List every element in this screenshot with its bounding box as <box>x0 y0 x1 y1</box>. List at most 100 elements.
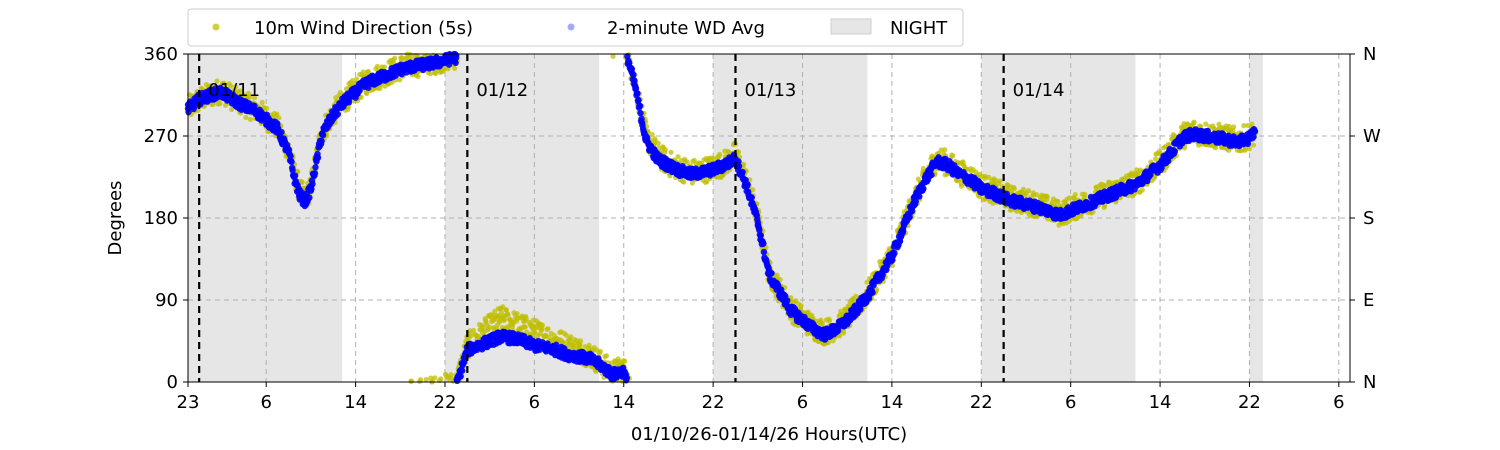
data-point-fill <box>631 77 638 84</box>
data-point-fill <box>264 105 270 111</box>
data-point-fill <box>210 101 216 107</box>
data-point-fill <box>1249 121 1255 127</box>
legend-marker-0 <box>212 23 220 31</box>
data-point-fill <box>906 213 913 221</box>
data-point-fill <box>452 59 459 67</box>
day-marker-label-3: 01/14 <box>1013 80 1065 101</box>
data-point-fill <box>365 68 371 75</box>
y-tick-label-1: 90 <box>155 290 178 311</box>
data-point-fill <box>597 348 603 354</box>
x-tick-label-7: 6 <box>797 392 808 413</box>
y2-tick-label-4: N <box>1363 44 1376 65</box>
data-point-fill <box>1231 124 1237 130</box>
data-point-fill <box>735 163 743 170</box>
data-point-fill <box>246 94 253 100</box>
data-point-fill <box>222 102 229 108</box>
data-point-fill <box>741 161 747 167</box>
x-tick-label-10: 6 <box>1065 392 1076 413</box>
data-point-fill <box>1242 146 1248 152</box>
data-point-fill <box>251 102 258 110</box>
data-point-fill <box>1020 186 1027 192</box>
data-point-fill <box>354 76 360 82</box>
data-point-fill <box>990 200 996 206</box>
data-point-fill <box>634 90 641 97</box>
data-point-fill <box>278 128 285 136</box>
data-point-fill <box>950 153 956 159</box>
legend-marker-1 <box>567 23 575 31</box>
data-point-fill <box>461 358 468 366</box>
legend-label-1: 2-minute WD Avg <box>607 18 765 39</box>
data-point-fill <box>874 286 880 292</box>
data-point-fill <box>457 373 464 380</box>
data-point-fill <box>1251 127 1258 134</box>
data-point-fill <box>1034 192 1040 198</box>
data-point-fill <box>276 115 282 121</box>
data-point-fill <box>237 88 243 94</box>
data-point-fill <box>243 114 249 121</box>
data-point-fill <box>603 353 610 359</box>
data-point-fill <box>470 327 477 334</box>
data-point-fill <box>259 99 265 106</box>
data-point-fill <box>920 185 927 192</box>
data-point-fill <box>928 171 935 179</box>
data-point-fill <box>318 137 325 145</box>
data-point-fill <box>942 147 948 153</box>
data-point-fill <box>586 342 592 348</box>
data-point-fill <box>891 249 898 257</box>
data-point-fill <box>1241 122 1247 129</box>
data-point-fill <box>841 330 847 336</box>
y-tick-label-2: 180 <box>144 208 178 229</box>
data-point-fill <box>485 326 491 332</box>
y-axis-ticks: 0 90 180 270 360 <box>144 44 188 393</box>
data-point-fill <box>397 77 403 83</box>
data-point-fill <box>1025 188 1032 194</box>
data-point-fill <box>423 377 429 383</box>
data-point-fill <box>577 338 584 344</box>
series-wd-2min-avg <box>184 50 1259 385</box>
data-point-fill <box>392 55 398 61</box>
data-point-fill <box>610 53 616 59</box>
data-point-fill <box>717 151 723 157</box>
data-point-fill <box>869 289 876 296</box>
data-point-fill <box>448 372 454 378</box>
data-point-fill <box>636 102 644 110</box>
data-point-fill <box>480 324 486 330</box>
data-point-fill <box>1216 121 1222 127</box>
x-tick-label-13: 6 <box>1333 392 1344 413</box>
data-point-fill <box>214 78 220 84</box>
data-point-fill <box>637 109 644 117</box>
data-point-fill <box>289 167 296 174</box>
data-point-fill <box>857 306 864 313</box>
data-point-fill <box>757 232 765 239</box>
data-point-fill <box>501 317 508 323</box>
data-point-fill <box>251 95 258 101</box>
data-point-fill <box>899 228 907 235</box>
y2-axis-ticks: N E S W N <box>1350 44 1381 393</box>
data-point-fill <box>635 96 642 104</box>
data-point-fill <box>563 332 569 338</box>
data-point-fill <box>288 158 295 166</box>
data-point-fill <box>365 84 372 91</box>
data-point-fill <box>864 279 870 285</box>
y-tick-label-0: 0 <box>167 372 178 393</box>
data-point-fill <box>374 63 381 69</box>
y2-tick-label-2: S <box>1363 208 1374 229</box>
data-point-fill <box>1072 192 1078 198</box>
y-axis-label: Degrees <box>105 181 126 256</box>
data-point-fill <box>185 108 192 116</box>
data-point-fill <box>681 179 687 185</box>
legend-label-2: NIGHT <box>890 18 948 39</box>
data-point-fill <box>798 303 804 309</box>
x-tick-label-11: 14 <box>1149 392 1172 413</box>
data-point-fill <box>739 168 746 176</box>
legend-patch-night <box>830 18 872 35</box>
data-point-fill <box>522 324 528 330</box>
data-point-fill <box>484 322 490 328</box>
data-point-fill <box>997 178 1003 184</box>
y2-tick-label-0: N <box>1363 372 1376 393</box>
data-point-fill <box>319 132 327 139</box>
data-point-fill <box>415 73 421 80</box>
data-point-fill <box>1139 187 1145 193</box>
data-point-fill <box>523 316 529 322</box>
data-point-fill <box>1164 157 1172 165</box>
